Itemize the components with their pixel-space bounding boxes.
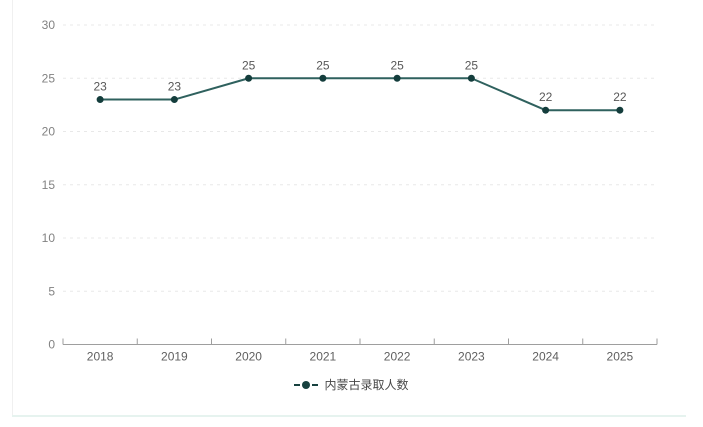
x-axis-label-2021: 2021 — [310, 350, 337, 364]
point-label-2018: 23 — [93, 80, 107, 94]
data-point-2022[interactable] — [393, 74, 401, 82]
data-point-2024[interactable] — [542, 106, 550, 114]
x-axis-label-2023: 2023 — [458, 350, 485, 364]
x-axis-label-2020: 2020 — [235, 350, 262, 364]
point-label-2019: 23 — [168, 80, 182, 94]
series-line-neimenggu — [99, 77, 621, 112]
y-axis-label-25: 25 — [42, 71, 56, 85]
x-axis-label-2018: 2018 — [87, 350, 114, 364]
point-label-2025: 22 — [613, 90, 627, 104]
x-axis-label-2019: 2019 — [161, 350, 188, 364]
x-axis-label-2025: 2025 — [607, 350, 634, 364]
data-point-2020[interactable] — [245, 74, 253, 82]
data-point-2019[interactable] — [170, 96, 178, 104]
data-point-2018[interactable] — [96, 96, 104, 104]
point-label-2023: 25 — [465, 58, 479, 72]
card-border-left — [12, 0, 13, 416]
data-point-2021[interactable] — [319, 74, 327, 82]
card-border-bottom — [12, 415, 686, 417]
legend-item-neimenggu[interactable]: 内蒙古录取人数 — [0, 376, 703, 394]
x-axis-label-2022: 2022 — [384, 350, 411, 364]
data-point-2023[interactable] — [467, 74, 475, 82]
y-axis-label-5: 5 — [48, 284, 55, 298]
point-label-2020: 25 — [242, 58, 256, 72]
y-axis-label-30: 30 — [42, 18, 56, 32]
x-axis-label-2024: 2024 — [532, 350, 559, 364]
point-label-2024: 22 — [539, 90, 553, 104]
y-axis-label-15: 15 — [42, 178, 56, 192]
data-point-2025[interactable] — [616, 106, 624, 114]
y-axis-label-20: 20 — [42, 125, 56, 139]
y-axis-label-10: 10 — [42, 231, 56, 245]
y-axis-label-0: 0 — [48, 338, 55, 352]
legend-line-dot-marker — [294, 381, 319, 389]
point-label-2022: 25 — [390, 58, 404, 72]
legend-label: 内蒙古录取人数 — [324, 378, 409, 392]
point-label-2021: 25 — [316, 58, 330, 72]
